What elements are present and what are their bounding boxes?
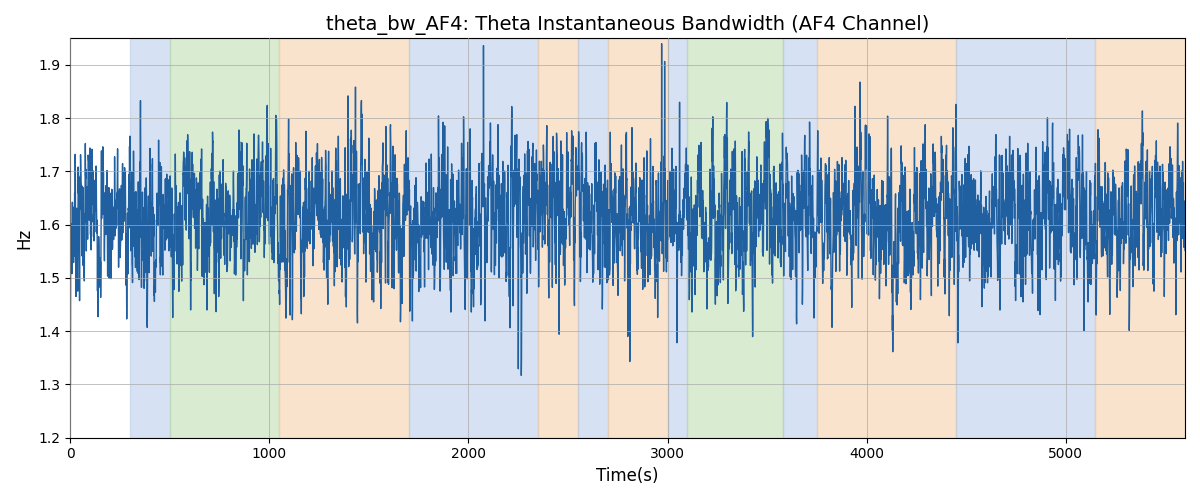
Bar xyxy=(817,38,956,438)
Title: theta_bw_AF4: Theta Instantaneous Bandwidth (AF4 Channel): theta_bw_AF4: Theta Instantaneous Bandwi… xyxy=(326,15,929,35)
Bar xyxy=(170,38,280,438)
Bar xyxy=(538,38,578,438)
Bar xyxy=(667,38,688,438)
Bar xyxy=(782,38,817,438)
Bar xyxy=(688,38,782,438)
Bar xyxy=(607,38,667,438)
X-axis label: Time(s): Time(s) xyxy=(596,467,659,485)
Bar xyxy=(578,38,607,438)
Bar xyxy=(956,38,1096,438)
Bar xyxy=(280,38,409,438)
Y-axis label: Hz: Hz xyxy=(14,228,32,248)
Bar xyxy=(409,38,538,438)
Bar xyxy=(1096,38,1186,438)
Bar xyxy=(130,38,170,438)
